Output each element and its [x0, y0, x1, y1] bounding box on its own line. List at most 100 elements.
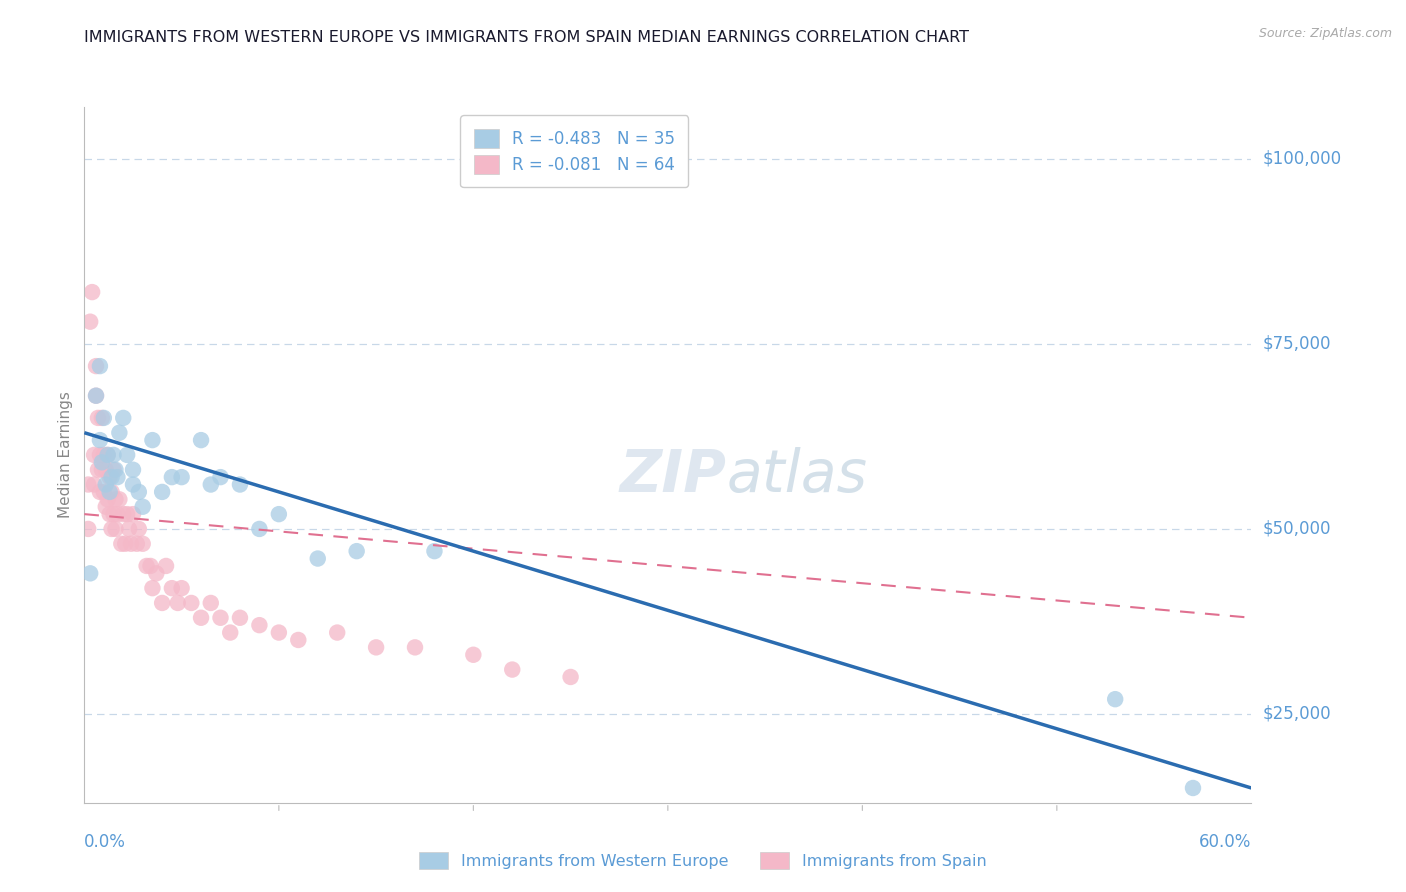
Point [87, 411, 110, 425]
Point [166, 596, 188, 610]
Point [107, 470, 129, 484]
Legend: Immigrants from Western Europe, Immigrants from Spain: Immigrants from Western Europe, Immigran… [413, 846, 993, 875]
Point [100, 522, 122, 536]
Point [155, 558, 177, 573]
Point [1104, 692, 1126, 706]
Point [346, 544, 368, 558]
Text: $50,000: $50,000 [1263, 520, 1331, 538]
Point [247, 522, 270, 536]
Point [93, 484, 115, 499]
Point [139, 558, 162, 573]
Point [160, 470, 183, 484]
Point [108, 425, 131, 440]
Point [97, 448, 120, 462]
Point [200, 477, 222, 491]
Point [110, 537, 132, 551]
Point [501, 663, 523, 677]
Text: atlas: atlas [727, 447, 868, 504]
Point [98, 507, 121, 521]
Point [135, 558, 157, 573]
Point [87, 463, 110, 477]
Point [141, 433, 163, 447]
Point [84, 359, 107, 373]
Point [107, 507, 129, 521]
Point [98, 470, 121, 484]
Point [79, 566, 101, 581]
Point [190, 611, 212, 625]
Point [97, 448, 120, 462]
Text: $75,000: $75,000 [1263, 334, 1331, 353]
Point [145, 566, 167, 581]
Point [209, 611, 232, 625]
Text: $100,000: $100,000 [1263, 150, 1341, 168]
Point [128, 484, 150, 499]
Point [307, 551, 329, 566]
Point [100, 470, 122, 484]
Legend: R = -0.483   N = 35, R = -0.081   N = 64: R = -0.483 N = 35, R = -0.081 N = 64 [461, 115, 689, 187]
Point [404, 640, 426, 655]
Point [120, 537, 142, 551]
Point [118, 522, 141, 536]
Point [115, 507, 138, 521]
Point [90, 411, 112, 425]
Point [98, 484, 121, 499]
Point [132, 537, 155, 551]
Point [94, 463, 117, 477]
Point [132, 500, 155, 514]
Point [90, 463, 112, 477]
Point [170, 581, 193, 595]
Point [100, 484, 122, 499]
Point [104, 463, 127, 477]
Point [114, 537, 136, 551]
Point [93, 448, 115, 462]
Point [83, 448, 105, 462]
Text: 0.0%: 0.0% [84, 833, 127, 851]
Point [463, 648, 485, 662]
Point [1181, 780, 1204, 795]
Point [89, 484, 111, 499]
Point [93, 411, 115, 425]
Point [94, 477, 117, 491]
Point [122, 463, 145, 477]
Point [82, 285, 104, 299]
Point [104, 492, 127, 507]
Point [84, 389, 107, 403]
Point [209, 470, 232, 484]
Point [97, 492, 120, 507]
Text: 60.0%: 60.0% [1199, 833, 1251, 851]
Point [160, 581, 183, 595]
Point [180, 596, 202, 610]
Text: $25,000: $25,000 [1263, 705, 1331, 723]
Point [90, 455, 112, 469]
Point [112, 411, 135, 425]
Point [103, 507, 125, 521]
Point [229, 611, 252, 625]
Text: ZIP: ZIP [619, 447, 727, 504]
Point [128, 522, 150, 536]
Point [77, 522, 100, 536]
Point [141, 581, 163, 595]
Point [83, 477, 105, 491]
Point [79, 315, 101, 329]
Point [150, 596, 173, 610]
Point [229, 477, 252, 491]
Point [170, 470, 193, 484]
Point [190, 433, 212, 447]
Point [112, 507, 135, 521]
Point [103, 448, 125, 462]
Point [267, 625, 290, 640]
Point [560, 670, 582, 684]
Point [103, 463, 125, 477]
Point [77, 477, 100, 491]
Point [267, 507, 290, 521]
Point [287, 632, 309, 647]
Point [150, 484, 173, 499]
Point [125, 537, 148, 551]
Point [108, 492, 131, 507]
Y-axis label: Median Earnings: Median Earnings [58, 392, 73, 518]
Point [84, 389, 107, 403]
Point [89, 448, 111, 462]
Point [366, 640, 388, 655]
Point [94, 500, 117, 514]
Text: IMMIGRANTS FROM WESTERN EUROPE VS IMMIGRANTS FROM SPAIN MEDIAN EARNINGS CORRELAT: IMMIGRANTS FROM WESTERN EUROPE VS IMMIGR… [84, 29, 969, 45]
